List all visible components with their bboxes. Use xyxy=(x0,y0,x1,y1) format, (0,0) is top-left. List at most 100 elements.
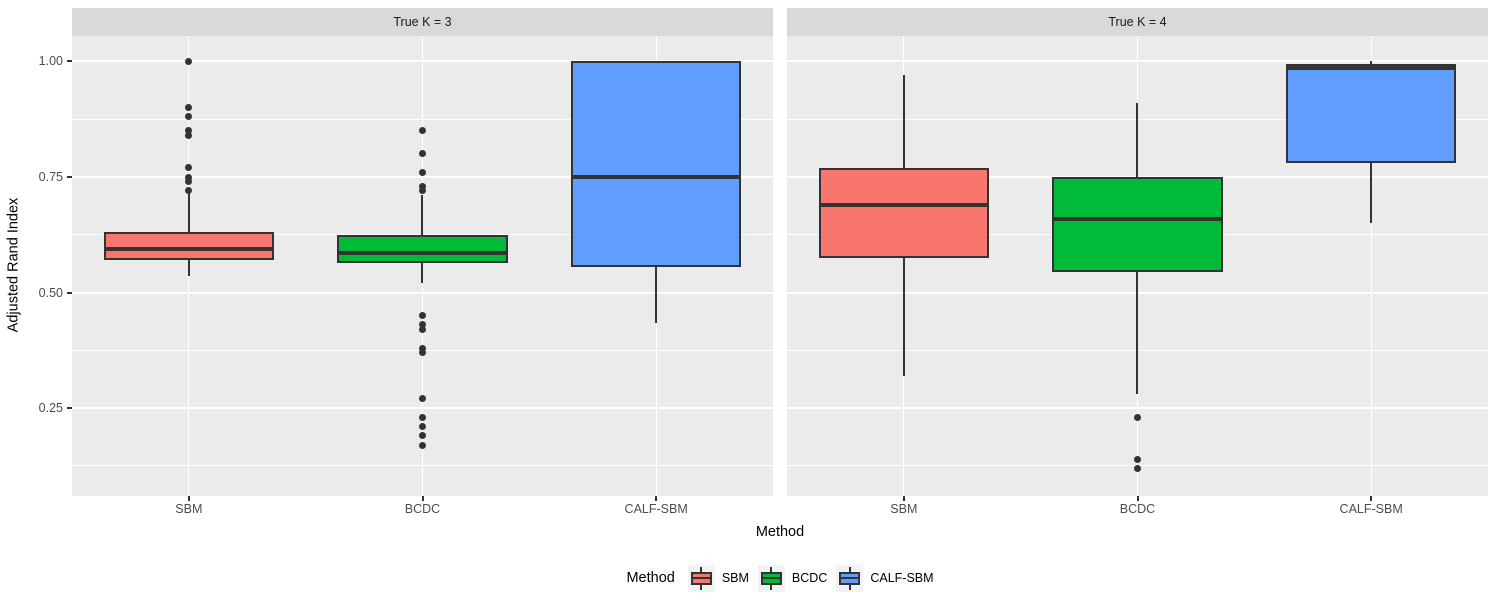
y-tick-label: 1.00 xyxy=(38,54,63,69)
whisker-lower xyxy=(902,257,905,376)
facet-strip-label: True K = 3 xyxy=(393,15,452,29)
whisker-lower xyxy=(655,267,658,323)
outlier-point xyxy=(418,312,426,320)
median-line xyxy=(337,251,508,256)
key-box xyxy=(690,571,712,585)
key-box xyxy=(839,571,861,585)
x-tick-label: SBM xyxy=(175,502,203,516)
y-axis-column: 1.00 0.75 0.50 0.25 xyxy=(26,8,72,522)
facet-strip-label: True K = 4 xyxy=(1108,15,1167,29)
plot-area: Adjusted Rand Index 1.00 0.75 0.50 0.25 Tru… xyxy=(0,8,1488,522)
whisker-upper xyxy=(902,75,905,168)
outlier-point xyxy=(185,187,193,195)
x-tick-label: CALF-SBM xyxy=(1339,502,1403,516)
y-tick-label: 0.75 xyxy=(38,170,63,184)
y-tick-mark xyxy=(67,407,72,410)
outlier-point xyxy=(418,395,426,403)
outlier-point xyxy=(185,164,193,172)
box-iqr xyxy=(1285,63,1457,164)
x-tick-label: BCDC xyxy=(1119,502,1156,516)
outlier-point xyxy=(418,326,426,334)
whisker-upper xyxy=(421,195,424,235)
outlier-point xyxy=(418,168,426,176)
legend-label: SBM xyxy=(721,571,749,585)
outlier-point xyxy=(418,321,426,329)
y-axis-title: Adjusted Rand Index xyxy=(5,197,21,333)
y-axis: 1.00 0.75 0.50 0.25 xyxy=(26,36,72,496)
x-tick-mark xyxy=(187,496,190,501)
key-median xyxy=(762,577,780,579)
x-tick-mark xyxy=(655,496,658,501)
x-tick-label: SBM xyxy=(890,502,918,516)
outlier-point xyxy=(418,413,426,421)
x-tick-mark xyxy=(1136,496,1139,501)
facet-strip-k3: True K = 3 xyxy=(72,8,773,36)
outlier-point xyxy=(1133,413,1141,421)
key-median xyxy=(841,577,859,579)
x-axis-k4: SBM BCDC CALF-SBM xyxy=(787,496,1488,522)
boxplot-key-icon xyxy=(757,564,785,592)
outlier-point xyxy=(418,127,426,135)
box-iqr xyxy=(1052,177,1223,272)
outlier-point xyxy=(418,344,426,352)
whisker-upper xyxy=(1136,103,1139,177)
y-axis-title-column: Adjusted Rand Index xyxy=(0,8,26,522)
boxplot-sbm xyxy=(787,36,1021,496)
outlier-point xyxy=(418,441,426,449)
legend-entry-calf-sbm: CALF-SBM xyxy=(836,564,934,592)
median-line xyxy=(1285,66,1457,71)
box-iqr xyxy=(570,61,742,268)
legend-label: BCDC xyxy=(791,571,828,585)
legend-title: Method xyxy=(626,570,675,586)
boxplot-calf-sbm xyxy=(1254,36,1488,496)
y-tick-label: 0.25 xyxy=(38,401,63,416)
boxplot-key-icon xyxy=(687,564,715,592)
outlier-point xyxy=(185,113,193,121)
legend-entry-sbm: SBM xyxy=(687,564,749,592)
x-axis-k3: SBM BCDC CALF-SBM xyxy=(72,496,773,522)
gridline-vertical xyxy=(1370,36,1372,496)
x-axis-title: Method xyxy=(755,524,805,540)
x-tick-label: BCDC xyxy=(404,502,441,516)
plot-panel-k3 xyxy=(72,36,773,496)
legend-label: CALF-SBM xyxy=(870,571,934,585)
y-tick-label: 0.50 xyxy=(38,285,63,300)
outlier-point xyxy=(185,104,193,112)
whisker-lower xyxy=(1370,163,1373,224)
outlier-point xyxy=(185,178,193,186)
x-tick-label: CALF-SBM xyxy=(624,502,688,516)
outlier-point xyxy=(1133,464,1141,472)
facet-panel-k3: True K = 3 SBM BCDC CALF-SBM xyxy=(72,8,773,522)
outlier-point xyxy=(185,127,193,135)
x-tick-mark xyxy=(1370,496,1373,501)
box-iqr xyxy=(103,232,275,261)
legend-entry-bcdc: BCDC xyxy=(757,564,828,592)
whisker-lower xyxy=(1136,271,1139,395)
whisker-lower xyxy=(187,260,190,277)
outlier-point xyxy=(1133,455,1141,463)
median-line xyxy=(103,246,275,251)
whisker-upper xyxy=(187,193,190,233)
outlier-point xyxy=(185,57,193,65)
legend: Method SBM BCDC CALF-SBM xyxy=(0,558,1488,598)
box-iqr xyxy=(818,167,990,258)
key-box xyxy=(760,571,782,585)
key-median xyxy=(692,577,710,579)
outlier-point xyxy=(418,432,426,440)
facet-panels: True K = 3 SBM BCDC CALF-SBM True K = 4 SB… xyxy=(72,8,1488,522)
facet-panel-k4: True K = 4 SBM BCDC CALF-SBM xyxy=(787,8,1488,522)
y-tick-mark xyxy=(67,291,72,294)
median-line xyxy=(570,175,742,179)
boxplot-calf-sbm xyxy=(539,36,773,496)
outlier-point xyxy=(185,131,193,139)
outlier-point xyxy=(418,423,426,431)
box-iqr xyxy=(337,234,508,263)
y-tick-mark xyxy=(67,60,72,63)
facet-strip-k4: True K = 4 xyxy=(787,8,1488,36)
boxplot-bcdc xyxy=(1021,36,1255,496)
median-line xyxy=(818,202,990,207)
outlier-point xyxy=(418,187,426,195)
y-tick-mark xyxy=(67,176,72,178)
boxplot-sbm xyxy=(72,36,306,496)
